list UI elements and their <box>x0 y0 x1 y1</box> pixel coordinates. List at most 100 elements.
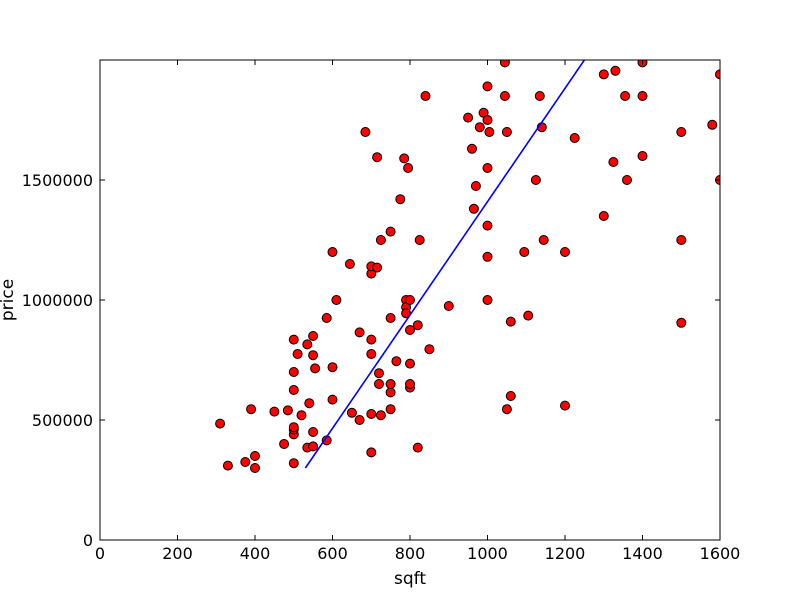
data-point <box>405 358 415 369</box>
data-point <box>598 211 609 221</box>
data-point <box>610 65 621 76</box>
data-point <box>304 398 315 409</box>
data-point <box>676 317 687 328</box>
regression-line <box>304 60 586 469</box>
data-point <box>468 203 479 214</box>
data-point <box>375 410 386 421</box>
data-point <box>676 127 687 137</box>
data-point <box>505 391 516 401</box>
y-tick-label: 500000 <box>32 411 93 430</box>
data-point <box>608 157 619 167</box>
data-point <box>308 427 319 437</box>
data-point <box>288 385 299 395</box>
data-point <box>637 91 648 101</box>
y-axis-title: price <box>0 279 18 321</box>
data-point <box>215 418 226 429</box>
data-point <box>414 235 425 245</box>
data-point <box>534 91 545 101</box>
data-point <box>443 301 454 311</box>
data-point <box>282 405 293 416</box>
data-point <box>530 175 541 185</box>
data-point <box>354 415 365 425</box>
x-tick-label: 400 <box>240 544 271 563</box>
data-point <box>222 460 233 471</box>
data-point <box>420 91 431 101</box>
x-tick-label: 1400 <box>622 544 663 563</box>
data-point <box>598 69 609 80</box>
data-point <box>327 394 338 405</box>
y-tick-label: 1500000 <box>22 171 93 190</box>
data-point <box>385 379 396 389</box>
data-point <box>391 356 402 367</box>
y-tick-label: 0 <box>83 531 93 550</box>
data-point <box>375 235 386 245</box>
data-point <box>366 349 377 359</box>
data-point <box>288 367 299 377</box>
data-point <box>331 295 342 305</box>
data-point <box>327 362 338 373</box>
data-point <box>374 379 384 389</box>
data-point <box>292 349 303 359</box>
y-tick-label: 1000000 <box>22 291 93 310</box>
data-point <box>482 251 493 262</box>
x-tick-label: 1200 <box>545 544 586 563</box>
data-point <box>385 387 396 398</box>
data-point <box>505 316 516 327</box>
data-point <box>395 194 406 205</box>
data-point <box>519 247 530 257</box>
data-point <box>463 112 474 123</box>
data-point <box>560 247 570 257</box>
data-point <box>302 339 313 350</box>
data-point <box>279 439 290 449</box>
data-point <box>620 91 631 101</box>
tick-layer: 0 200 400 600 800 1000 1200 1400 1600 0 500000 1000… <box>22 60 741 563</box>
data-layer <box>215 60 720 473</box>
data-point <box>399 153 410 164</box>
data-point <box>321 313 332 323</box>
data-point <box>250 463 260 473</box>
data-point <box>405 325 415 335</box>
data-point <box>405 295 415 305</box>
data-point <box>308 350 319 361</box>
data-point <box>240 457 251 467</box>
data-point <box>482 163 493 173</box>
data-point <box>412 320 423 331</box>
data-point <box>344 259 355 269</box>
data-point <box>366 447 377 458</box>
data-point <box>499 91 510 101</box>
data-point <box>676 235 687 245</box>
data-point <box>403 163 414 173</box>
x-tick-label: 1000 <box>467 544 508 563</box>
data-point <box>499 60 510 68</box>
data-point <box>310 363 321 374</box>
x-tick-label: 0 <box>95 544 105 563</box>
data-point <box>366 409 377 419</box>
data-point <box>360 127 371 137</box>
data-point <box>385 313 396 323</box>
data-point <box>637 151 648 161</box>
data-point <box>372 262 383 273</box>
data-point <box>569 133 580 143</box>
data-point <box>474 122 485 133</box>
data-point <box>288 422 299 433</box>
data-point <box>374 368 384 379</box>
data-point <box>288 458 299 469</box>
data-point <box>482 115 493 125</box>
data-point <box>560 400 570 411</box>
data-point <box>250 451 260 461</box>
data-point <box>482 81 493 92</box>
data-point <box>385 226 396 237</box>
x-tick-label: 800 <box>395 544 426 563</box>
data-point <box>308 441 319 452</box>
data-point <box>424 344 435 355</box>
data-point <box>346 407 357 418</box>
data-point <box>538 235 549 245</box>
data-point <box>269 406 280 417</box>
x-tick-label: 1600 <box>700 544 741 563</box>
x-tick-label: 600 <box>317 544 348 563</box>
data-point <box>501 404 512 415</box>
data-point <box>288 334 299 345</box>
data-point <box>622 175 632 185</box>
data-point <box>308 331 319 341</box>
